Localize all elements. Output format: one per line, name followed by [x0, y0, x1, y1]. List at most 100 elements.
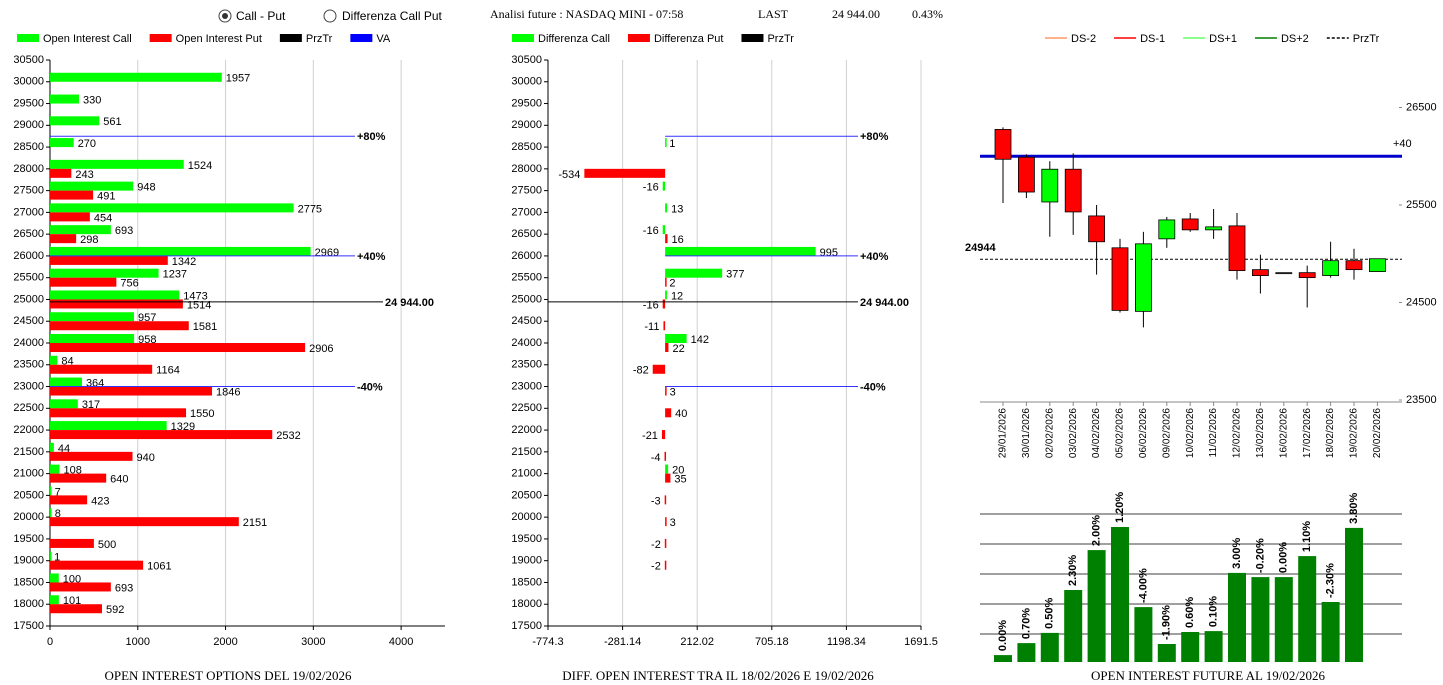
value-label: 1 — [669, 138, 675, 150]
bar — [50, 573, 59, 583]
value-label: 957 — [138, 312, 156, 324]
y-tick-label: 28000 — [13, 163, 44, 175]
bar-label: -0.20% — [1254, 538, 1266, 573]
candle-body — [1228, 225, 1246, 272]
x-tick-label: 30/01/2026 — [1021, 408, 1032, 458]
bar — [50, 486, 52, 496]
x-tick-label: 3000 — [301, 636, 325, 648]
bar — [1251, 577, 1270, 662]
y-tick-label: 22500 — [13, 402, 44, 414]
y-tick-label: 24000 — [13, 337, 44, 349]
candle-body — [1111, 247, 1129, 311]
value-label: 1329 — [171, 421, 195, 433]
y-tick-label: 23000 — [511, 380, 542, 392]
value-label: 35 — [674, 474, 686, 486]
bar — [1228, 572, 1246, 662]
legend-label: PrzTr — [306, 33, 333, 45]
y-tick-label: 20000 — [13, 511, 44, 523]
bar-label: -1.90% — [1161, 605, 1173, 640]
value-label: 377 — [726, 269, 744, 281]
y-tick-label: 27500 — [511, 185, 542, 197]
candle-body — [1205, 226, 1222, 231]
value-label: 12 — [671, 290, 683, 302]
y-tick-label: 17500 — [511, 620, 542, 632]
bar — [1321, 602, 1340, 662]
level-label: -40% — [357, 381, 383, 393]
bar — [662, 181, 666, 191]
bar-label: 0.00% — [997, 620, 1009, 651]
x-tick-label: 1198.34 — [827, 636, 866, 648]
y-tick-label: 24000 — [511, 337, 542, 349]
value-label: 995 — [820, 247, 838, 259]
bar-label: 0.00% — [1278, 542, 1290, 573]
y-tick-label: 26500 — [13, 228, 44, 240]
bar — [1345, 527, 1363, 662]
radio-dot[interactable] — [222, 13, 228, 19]
value-label: 3 — [670, 517, 676, 529]
radio-diff[interactable] — [323, 9, 337, 23]
value-label: -21 — [642, 430, 658, 442]
x-tick-label: 705.18 — [755, 636, 789, 648]
y-tick-label: 19000 — [13, 555, 44, 567]
last-change: 0.43% — [912, 7, 943, 21]
legend-label: DS-1 — [1140, 33, 1165, 45]
bar — [50, 72, 222, 82]
value-label: 693 — [115, 582, 133, 594]
bar — [1134, 607, 1153, 662]
bar — [665, 517, 667, 527]
y-tick-label: 20000 — [511, 511, 542, 523]
x-tick-label: 11/02/2026 — [1208, 408, 1219, 458]
y-tick-label: 25500 — [13, 272, 44, 284]
y-tick-label: 21000 — [13, 468, 44, 480]
y-tick-label: 25000 — [511, 293, 542, 305]
bar — [50, 321, 189, 331]
bar — [50, 364, 153, 374]
chart-title: DIFF. OPEN INTEREST TRA IL 18/02/2026 E … — [562, 668, 874, 683]
y-tick-label: 26000 — [511, 250, 542, 262]
bar — [50, 159, 184, 169]
value-label: 491 — [97, 191, 115, 203]
value-label: -534 — [558, 169, 580, 181]
bar — [665, 246, 816, 256]
bar-label: 1.10% — [1301, 521, 1313, 552]
candle-body — [1158, 219, 1176, 240]
y-tick-label: 25000 — [13, 293, 44, 305]
candle-body — [1181, 218, 1199, 231]
candle-body — [1275, 272, 1293, 275]
value-label: 270 — [78, 138, 96, 150]
x-tick-label: 06/02/2026 — [1138, 408, 1149, 458]
candle-body — [1088, 215, 1105, 243]
bar — [662, 225, 666, 235]
bar — [1274, 577, 1293, 662]
x-tick-label: 17/02/2026 — [1302, 408, 1313, 458]
level-label: 24944 — [965, 242, 996, 254]
y-tick-label: 27500 — [13, 185, 44, 197]
value-label: 592 — [106, 604, 124, 616]
value-label: -16 — [643, 299, 659, 311]
y-tick-label: 24500 — [13, 315, 44, 327]
legend-label: PrzTr — [767, 33, 794, 45]
chart-title: OPEN INTEREST OPTIONS DEL 19/02/2026 — [105, 668, 353, 683]
bar — [50, 386, 213, 396]
bar-label: 0.60% — [1184, 597, 1196, 628]
bar — [665, 473, 671, 483]
value-label: 2969 — [315, 247, 339, 259]
value-label: 1846 — [216, 386, 240, 398]
bar — [664, 495, 667, 505]
bar — [652, 364, 666, 374]
legend-swatch — [512, 34, 534, 42]
bar — [50, 138, 74, 148]
value-label: 101 — [63, 595, 81, 607]
level-label: +80% — [860, 131, 889, 143]
y-tick-label: 28500 — [511, 141, 542, 153]
bar — [50, 538, 94, 548]
radio-label[interactable]: Differenza Call Put — [342, 9, 442, 23]
bar — [50, 246, 311, 256]
value-label: 940 — [137, 452, 155, 464]
x-tick-label: 05/02/2026 — [1115, 408, 1126, 458]
radio-label[interactable]: Call - Put — [236, 9, 286, 23]
value-label: 454 — [94, 212, 112, 224]
bar — [50, 430, 273, 440]
y-tick-label: 21000 — [511, 468, 542, 480]
